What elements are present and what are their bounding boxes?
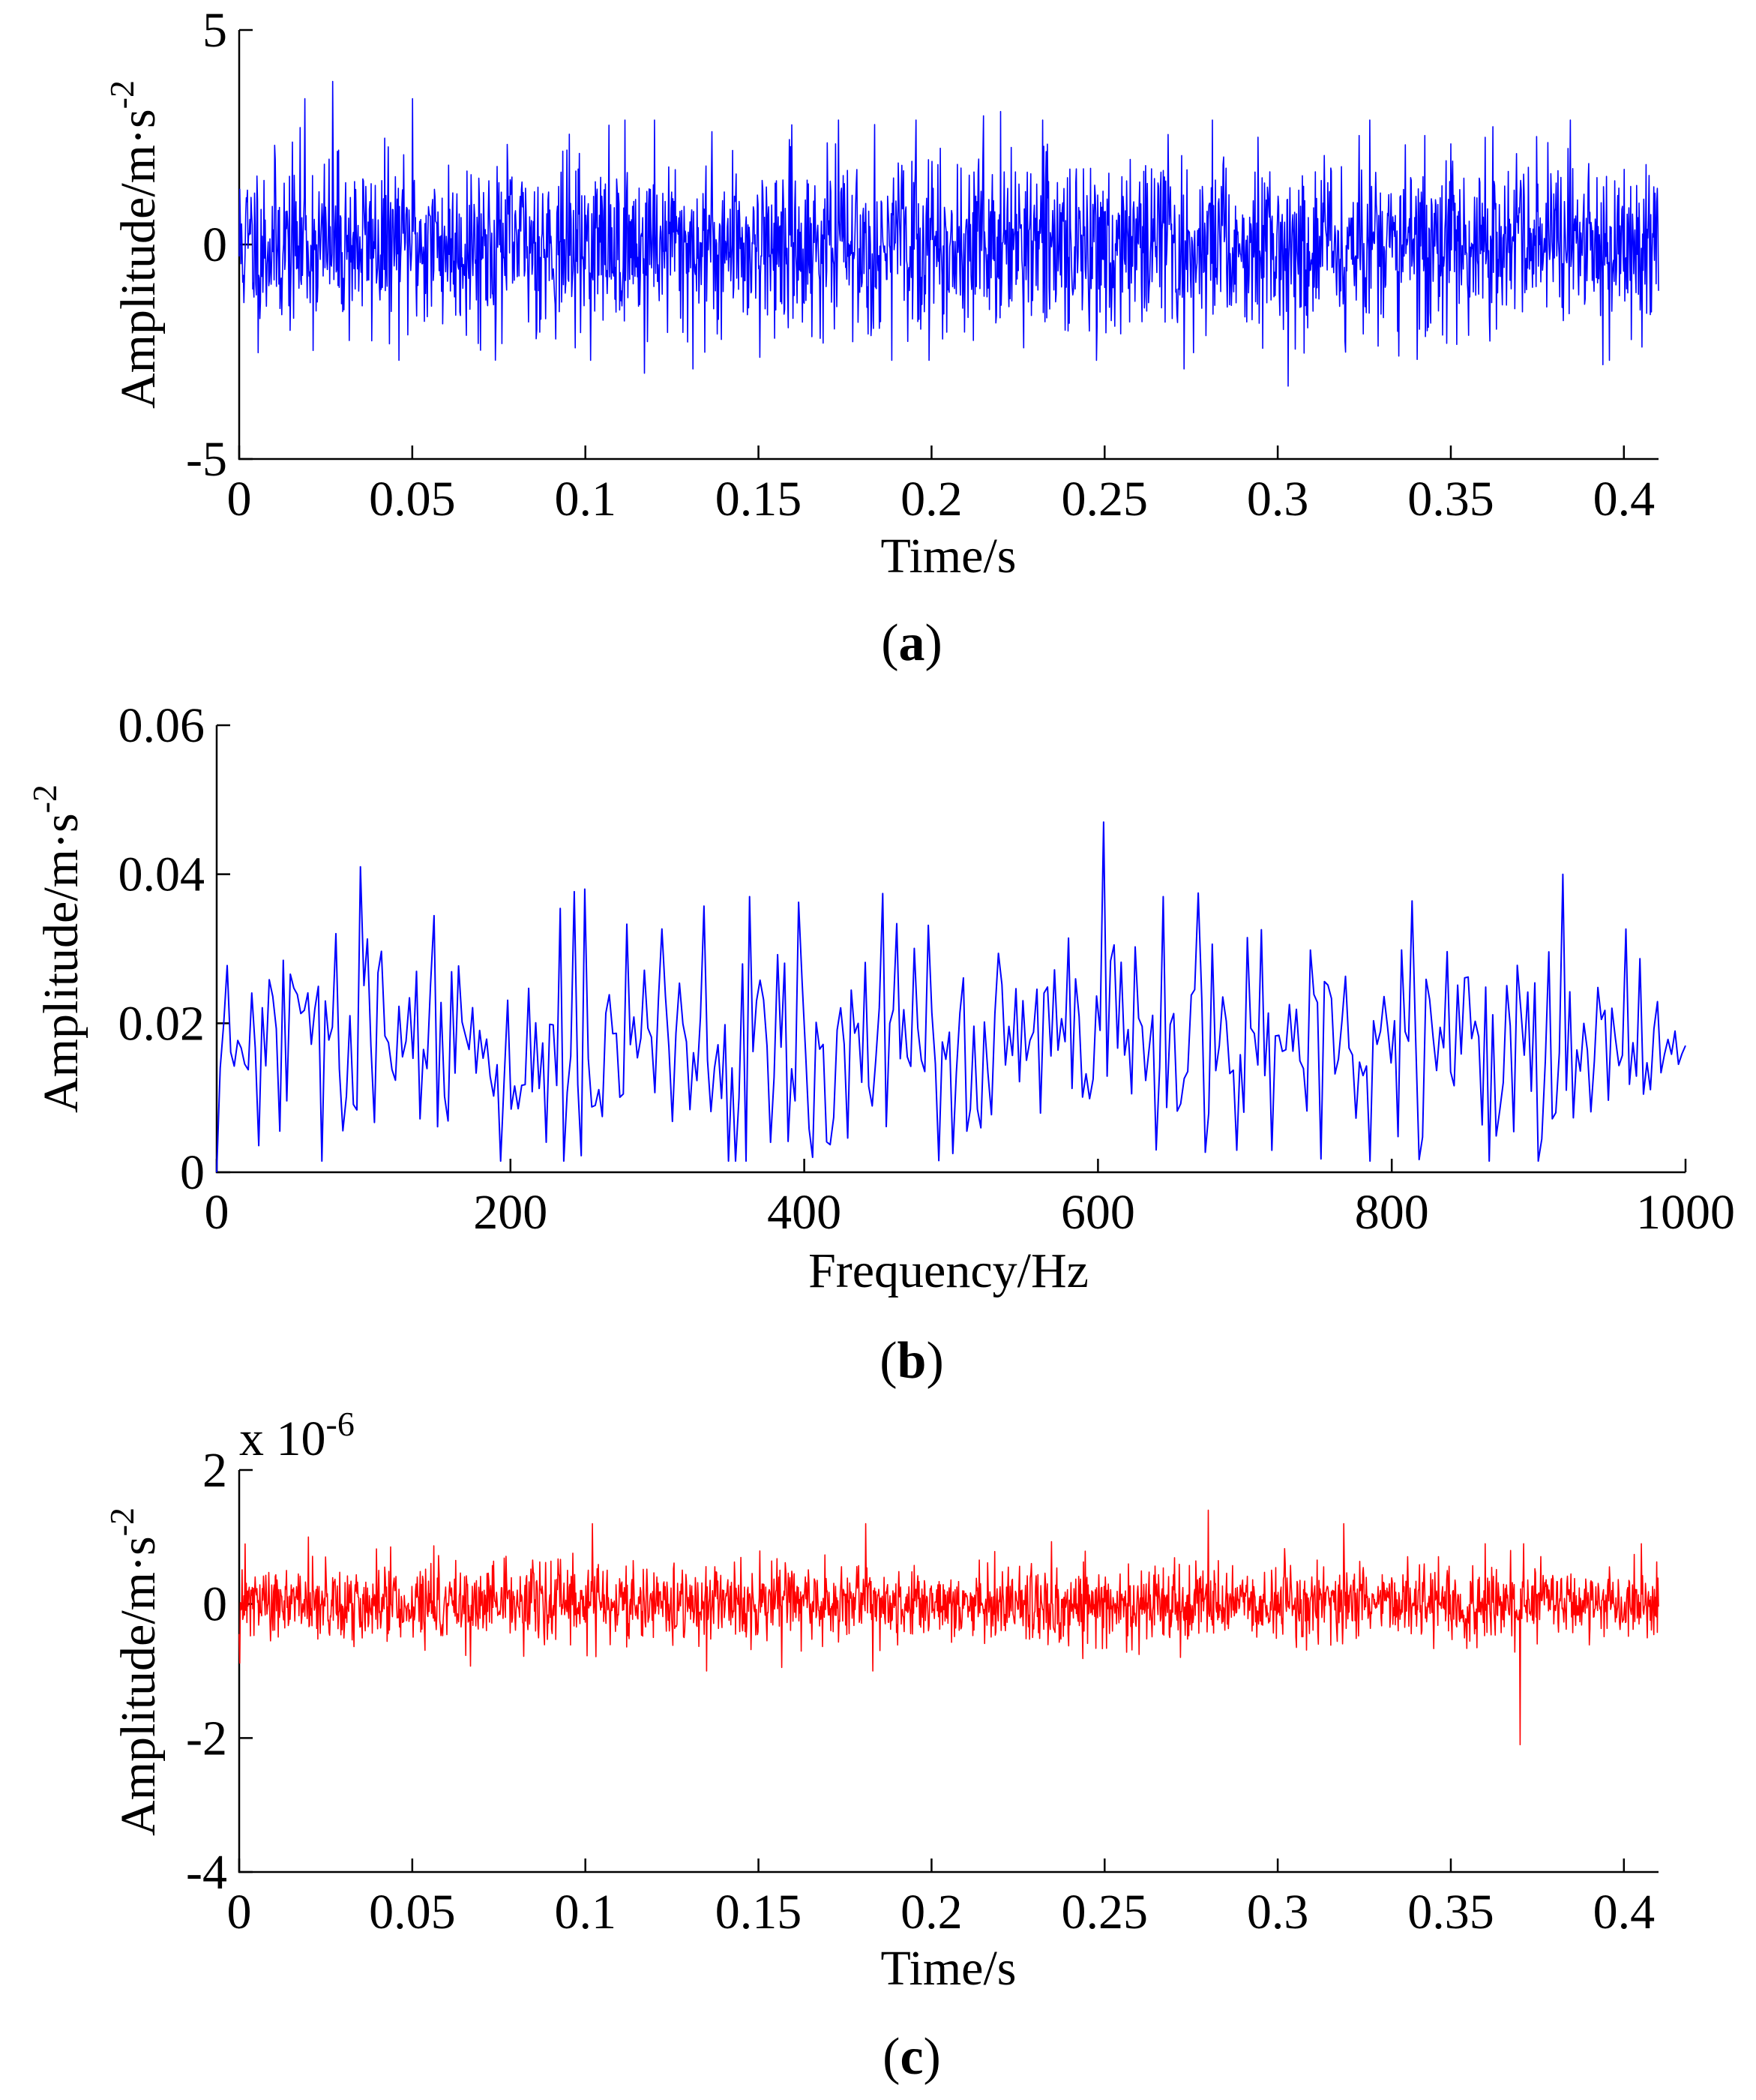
panel-b-xtick-label: 400: [767, 1185, 841, 1240]
panel-c-ytick-label: -4: [186, 1845, 227, 1900]
panel-c-exponent-label: x 10-6: [239, 1405, 355, 1466]
panel-b-xtick-label: 0: [205, 1185, 229, 1240]
panel-a-series-line: [238, 80, 1659, 387]
panel-b-caption: (b): [879, 1332, 944, 1390]
panel-c-xtick-label: 0.15: [715, 1885, 802, 1940]
panel-a-xtick-label: 0.35: [1407, 472, 1494, 526]
panel-a-plot-area: [238, 80, 1659, 387]
panel-a-ytick-label: 5: [202, 3, 227, 58]
panel-c-tick-labels: 0 0.05 0.1 0.15 0.2 0.25 0.3 0.35 0.4 -4 -2 0 2: [186, 1443, 1655, 1940]
panel-a-time-signal: 0 0.05 0.1 0.15 0.2 0.25 0.3 0.35 0.4-505 Time/s…: [103, 3, 1659, 672]
panel-b-x-axis-label: Frequency/Hz: [808, 1244, 1089, 1298]
panel-a-xtick-label: 0.05: [369, 472, 456, 526]
panel-b-y-axis-label: Amplitude/m·s-2: [25, 784, 88, 1113]
panel-c-xtick-label: 0: [227, 1885, 252, 1940]
panel-c-xtick-label: 0.25: [1062, 1885, 1149, 1940]
panel-b-xtick-label: 200: [473, 1185, 547, 1240]
panel-a-xtick-label: 0.2: [900, 472, 963, 526]
panel-b-ytick-label: 0.06: [118, 698, 205, 753]
panel-a-xtick-label: 0: [227, 472, 252, 526]
panel-b-xtick-label: 800: [1355, 1185, 1429, 1240]
panel-a-xtick-label: 0.4: [1593, 472, 1656, 526]
panel-b-spectrum: 0 200 400 600 800 1000 0 0.02 0.04 0.06 Frequency…: [25, 698, 1735, 1390]
panel-b-xtick-label: 600: [1061, 1185, 1135, 1240]
panel-a-xtick-label: 0.25: [1062, 472, 1149, 526]
panel-a-ytick-label: -5: [186, 432, 227, 487]
panel-b-xtick-label: 1000: [1636, 1185, 1735, 1240]
panel-c-y-axis-label: Amplitude/m·s-2: [103, 1508, 166, 1836]
panel-c-xtick-label: 0.05: [369, 1885, 456, 1940]
panel-b-series-line: [216, 821, 1686, 1173]
panel-c-ytick-label: 2: [202, 1443, 227, 1498]
panel-a-tick-labels: 0 0.05 0.1 0.15 0.2 0.25 0.3 0.35 0.4-505: [186, 3, 1655, 526]
panel-c-caption: (c): [882, 2028, 941, 2086]
panel-b-plot-area: [216, 821, 1686, 1173]
panel-a-xtick-label: 0.1: [554, 472, 616, 526]
panel-c-xtick-label: 0.3: [1247, 1885, 1309, 1940]
panel-c-ytick-label: -2: [186, 1711, 227, 1766]
panel-b-ytick-label: 0: [180, 1145, 205, 1200]
panel-a-x-axis-label: Time/s: [881, 529, 1017, 584]
panel-a-y-axis-label: Amplitude/m·s-2: [103, 80, 166, 409]
panel-a-ytick-label: 0: [202, 218, 227, 272]
panel-b-ytick-label: 0.04: [118, 848, 205, 902]
panel-c-ticks: [238, 1468, 1626, 1874]
panel-c-xtick-label: 0.1: [554, 1885, 616, 1940]
panel-a-xtick-label: 0.3: [1247, 472, 1309, 526]
panel-b-ytick-label: 0.02: [118, 996, 205, 1051]
panel-c-axes-frame: [238, 1470, 1659, 1874]
panel-a-caption: (a): [881, 614, 942, 672]
panel-c-xtick-label: 0.35: [1407, 1885, 1494, 1940]
panel-c-xtick-label: 0.4: [1593, 1885, 1656, 1940]
panel-b-tick-labels: 0 200 400 600 800 1000 0 0.02 0.04 0.06: [118, 698, 1736, 1240]
panel-a-xtick-label: 0.15: [715, 472, 802, 526]
panel-c-plot-area: [238, 1509, 1659, 1746]
panel-c-extracted-signal: 0 0.05 0.1 0.15 0.2 0.25 0.3 0.35 0.4 -4 -2 0 2 x 10…: [103, 1405, 1659, 2086]
panel-c-ytick-label: 0: [202, 1577, 227, 1632]
panel-c-x-axis-label: Time/s: [881, 1941, 1017, 1996]
panel-c-xtick-label: 0.2: [900, 1885, 963, 1940]
panel-c-series-line: [238, 1509, 1659, 1746]
